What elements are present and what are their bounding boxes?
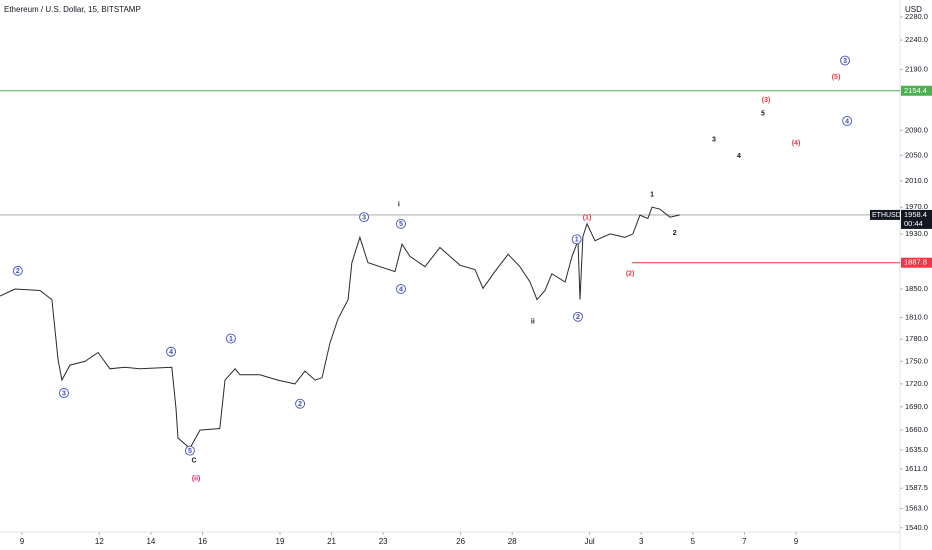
y-tick-label: 1587.5 bbox=[905, 483, 928, 492]
x-tick-label: 12 bbox=[95, 537, 104, 546]
wave-label: 2 bbox=[673, 230, 677, 237]
wave-label: (ii) bbox=[192, 475, 201, 482]
wave-label: ii bbox=[531, 318, 535, 325]
x-tick-label: 3 bbox=[639, 537, 644, 546]
wave-circle bbox=[59, 388, 69, 398]
wave-circle bbox=[12, 265, 23, 276]
wave-circle bbox=[573, 311, 583, 322]
x-tick-label: 9 bbox=[20, 537, 25, 546]
wave-label: 3 bbox=[712, 136, 716, 143]
wave-label: 1 bbox=[575, 237, 579, 244]
wave-circle bbox=[225, 333, 236, 344]
y-tick-label: 1660.0 bbox=[905, 425, 928, 434]
wave-label: 4 bbox=[169, 349, 173, 356]
wave-label: 2 bbox=[298, 401, 302, 408]
x-tick-label: 9 bbox=[794, 537, 799, 546]
y-tick-label: 2280.0 bbox=[905, 12, 928, 21]
wave-circle bbox=[396, 218, 406, 229]
wave-label: 4 bbox=[845, 118, 849, 125]
wave-label: 2 bbox=[576, 314, 580, 321]
y-tick-label: 1810.0 bbox=[905, 312, 928, 321]
wave-circle bbox=[396, 284, 406, 294]
current-price-label: 1958.4 bbox=[904, 210, 927, 219]
x-tick-label: 5 bbox=[691, 537, 696, 546]
symbol-box bbox=[870, 209, 900, 220]
wave-label: (1) bbox=[583, 215, 592, 222]
wave-label: (2) bbox=[626, 270, 635, 277]
y-tick-label: 2090.0 bbox=[905, 125, 928, 134]
y-tick-label: 1635.0 bbox=[905, 445, 928, 454]
x-tick-label: 16 bbox=[198, 537, 207, 546]
wave-label: 5 bbox=[761, 110, 765, 117]
level-label: 1887.8 bbox=[904, 258, 927, 267]
y-tick-label: 1611.0 bbox=[905, 464, 927, 473]
wave-label: 2 bbox=[16, 268, 20, 275]
symbol-label: ETHUSD bbox=[872, 212, 901, 219]
wave-label: 1 bbox=[229, 336, 233, 343]
y-tick-label: 1850.0 bbox=[905, 284, 928, 293]
x-tick-label: Jul bbox=[584, 537, 594, 546]
level-label: 2154.4 bbox=[904, 86, 927, 95]
wave-circle bbox=[295, 398, 306, 409]
y-tick-label: 1720.0 bbox=[905, 379, 928, 388]
wave-label: 5 bbox=[188, 448, 192, 455]
y-tick-label: 1970.0 bbox=[905, 202, 928, 211]
y-tick-label: 2240.0 bbox=[905, 35, 928, 44]
x-tick-label: 23 bbox=[379, 537, 388, 546]
wave-label: i bbox=[398, 201, 400, 208]
wave-label: 3 bbox=[362, 215, 366, 222]
level-label-box bbox=[901, 257, 932, 268]
y-tick-label: 1690.0 bbox=[905, 402, 928, 411]
wave-circle bbox=[571, 234, 582, 245]
x-tick-label: 7 bbox=[742, 537, 747, 546]
wave-circle bbox=[359, 212, 370, 223]
chart-title: Ethereum / U.S. Dollar, 15, BITSTAMP bbox=[4, 5, 141, 14]
wave-label: (5) bbox=[832, 74, 841, 81]
wave-label: 3 bbox=[843, 58, 847, 65]
wave-label: 3 bbox=[62, 390, 66, 397]
y-tick-label: 2010.0 bbox=[905, 176, 928, 185]
y-tick-label: 1540.0 bbox=[905, 523, 928, 532]
wave-label: (4) bbox=[792, 140, 801, 147]
y-tick-label: 1563.0 bbox=[905, 503, 928, 512]
wave-label: 5 bbox=[399, 221, 403, 228]
wave-label: 4 bbox=[399, 286, 403, 293]
y-tick-label: 2190.0 bbox=[905, 64, 928, 73]
x-tick-label: 28 bbox=[508, 537, 517, 546]
y-tick-label: 2050.0 bbox=[905, 150, 928, 159]
x-tick-label: 19 bbox=[276, 537, 285, 546]
wave-label: C bbox=[192, 458, 197, 465]
x-tick-label: 14 bbox=[146, 537, 155, 546]
price-line bbox=[0, 206, 681, 450]
unit-label: USD bbox=[905, 5, 922, 14]
wave-label: (3) bbox=[762, 97, 771, 104]
level-label-box bbox=[901, 85, 932, 96]
y-tick-label: 1930.0 bbox=[905, 229, 928, 238]
x-tick-label: 21 bbox=[327, 537, 336, 546]
wave-label: 4 bbox=[737, 153, 741, 160]
y-tick-label: 1780.0 bbox=[905, 334, 928, 343]
countdown-label: 00:44 bbox=[904, 219, 923, 228]
y-tick-label: 1750.0 bbox=[905, 356, 928, 365]
x-tick-label: 26 bbox=[456, 537, 465, 546]
wave-label: 1 bbox=[650, 191, 654, 198]
current-price-box bbox=[901, 209, 932, 229]
wave-circle bbox=[184, 445, 195, 456]
wave-circle bbox=[840, 55, 850, 66]
wave-circle bbox=[842, 116, 853, 126]
wave-circle bbox=[166, 346, 177, 357]
